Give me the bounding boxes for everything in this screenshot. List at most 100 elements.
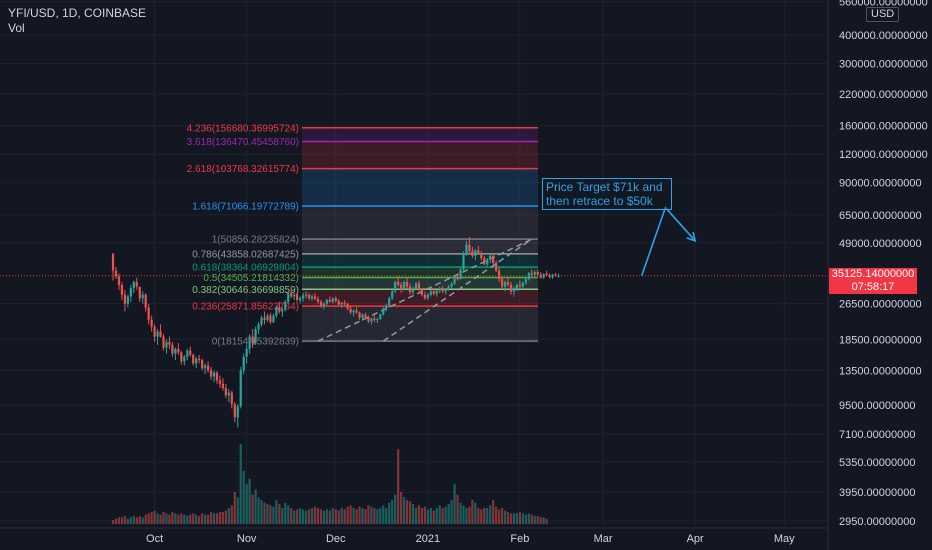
trend-lines <box>317 238 533 342</box>
fib-level-label: 0.786(43858.02687425) <box>192 249 299 260</box>
volume-bar <box>263 502 266 524</box>
volume-bar <box>290 508 293 524</box>
volume-bar <box>307 509 311 524</box>
volume-bar <box>224 510 227 524</box>
candle-body <box>272 315 275 323</box>
volume-bar <box>198 516 201 524</box>
candle-body <box>129 288 132 297</box>
volume-bar <box>272 506 275 524</box>
candle-body <box>117 276 121 286</box>
candle-body <box>337 301 340 305</box>
y-tick-label: 220000.00000000 <box>839 89 928 101</box>
fib-level-label: 0.382(30646.36698859) <box>192 285 299 296</box>
candle-body <box>304 294 308 296</box>
volume-bar <box>423 506 426 524</box>
volume-bar <box>483 508 486 524</box>
candle-body <box>376 319 379 321</box>
volume-bar <box>144 514 147 524</box>
candle-body <box>462 253 465 270</box>
candle-body <box>545 273 548 276</box>
fib-zone <box>302 306 538 342</box>
candle-body <box>471 251 474 256</box>
symbol-title[interactable]: YFI/USD, 1D, COINBASE <box>8 6 147 20</box>
volume-bar <box>456 494 459 524</box>
volume-bar <box>394 494 397 524</box>
candle-body <box>281 309 284 312</box>
candle-body <box>441 288 444 292</box>
candle-body <box>405 281 409 287</box>
candle-body <box>346 303 349 309</box>
volume-bar <box>156 513 159 524</box>
candle-body <box>518 285 522 287</box>
currency-badge[interactable]: USD <box>866 7 900 22</box>
candle-body <box>239 370 242 407</box>
candle-body <box>548 275 551 277</box>
fib-extension-tool: 4.236(156680.36995724) 3.618(136470.45458… <box>187 123 538 348</box>
fib-level-label: 0.5(34505.21814332) <box>203 273 299 284</box>
volume-bar <box>465 508 468 524</box>
volume-bar <box>120 517 124 524</box>
volume-bar <box>527 513 530 524</box>
candle-body <box>408 286 412 293</box>
y-tick-label: 49000.00000000 <box>839 238 922 250</box>
volume-bar <box>498 509 501 524</box>
volume-bar <box>171 512 174 524</box>
candle-body <box>126 296 129 304</box>
volume-bar <box>432 510 435 524</box>
candle-body <box>230 392 233 405</box>
volume-indicator-label[interactable]: Vol <box>8 21 25 35</box>
volume-bar <box>471 500 474 524</box>
volume-bar <box>117 517 121 524</box>
volume-bar <box>352 508 355 524</box>
volume-bar <box>162 512 165 524</box>
y-tick-label: 90000.00000000 <box>839 178 922 190</box>
candle-body <box>177 348 180 353</box>
volume-bar <box>168 514 171 524</box>
x-tick-label: May <box>774 533 795 545</box>
volume-bar <box>132 516 135 524</box>
volume-bar <box>236 497 239 524</box>
volume-bar <box>316 508 320 524</box>
annotation-line-1: Price Target $71k and <box>546 180 663 194</box>
candle-body <box>150 319 153 327</box>
candle-body <box>414 283 418 289</box>
candle-body <box>468 244 471 252</box>
candle-body <box>186 350 189 357</box>
fib-zone <box>302 239 538 254</box>
candle-body <box>287 293 290 302</box>
volume-bar <box>373 508 376 524</box>
candle-body <box>189 350 192 355</box>
volume-bar <box>388 502 391 524</box>
candle-body <box>340 302 343 305</box>
volume-bar <box>509 513 513 524</box>
fib-retrace-line <box>382 238 533 342</box>
volume-bar <box>462 505 465 524</box>
volume-bar <box>183 514 186 524</box>
volume-bar <box>521 513 524 524</box>
price-target-path <box>640 205 697 277</box>
fib-level-label: 4.236(156680.36995724) <box>187 123 299 134</box>
y-tick-label: 560000.00000000 <box>839 0 928 9</box>
fib-zone <box>302 253 538 268</box>
volume-bar <box>530 514 533 524</box>
candle-body <box>144 294 147 308</box>
volume-bar <box>382 505 385 524</box>
candle-body <box>444 289 447 292</box>
volume-bar <box>180 513 183 524</box>
volume-bar <box>400 492 403 524</box>
candle-body <box>370 318 373 322</box>
volume-bar <box>319 509 323 524</box>
volume-bar <box>334 509 337 524</box>
volume-bar <box>325 509 328 524</box>
candle-body <box>227 392 230 396</box>
volume-bar <box>227 508 230 524</box>
price-target-annotation[interactable]: Price Target $71k and then retrace to $5… <box>542 178 672 210</box>
candle-body <box>331 298 334 302</box>
y-tick-label: 9500.00000000 <box>839 400 915 412</box>
volume-bar <box>518 512 522 524</box>
candle-body <box>215 372 219 381</box>
volume-bar <box>539 517 542 524</box>
volume-bar <box>212 513 216 524</box>
